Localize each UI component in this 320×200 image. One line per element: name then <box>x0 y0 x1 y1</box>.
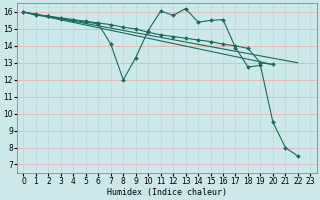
X-axis label: Humidex (Indice chaleur): Humidex (Indice chaleur) <box>107 188 227 197</box>
